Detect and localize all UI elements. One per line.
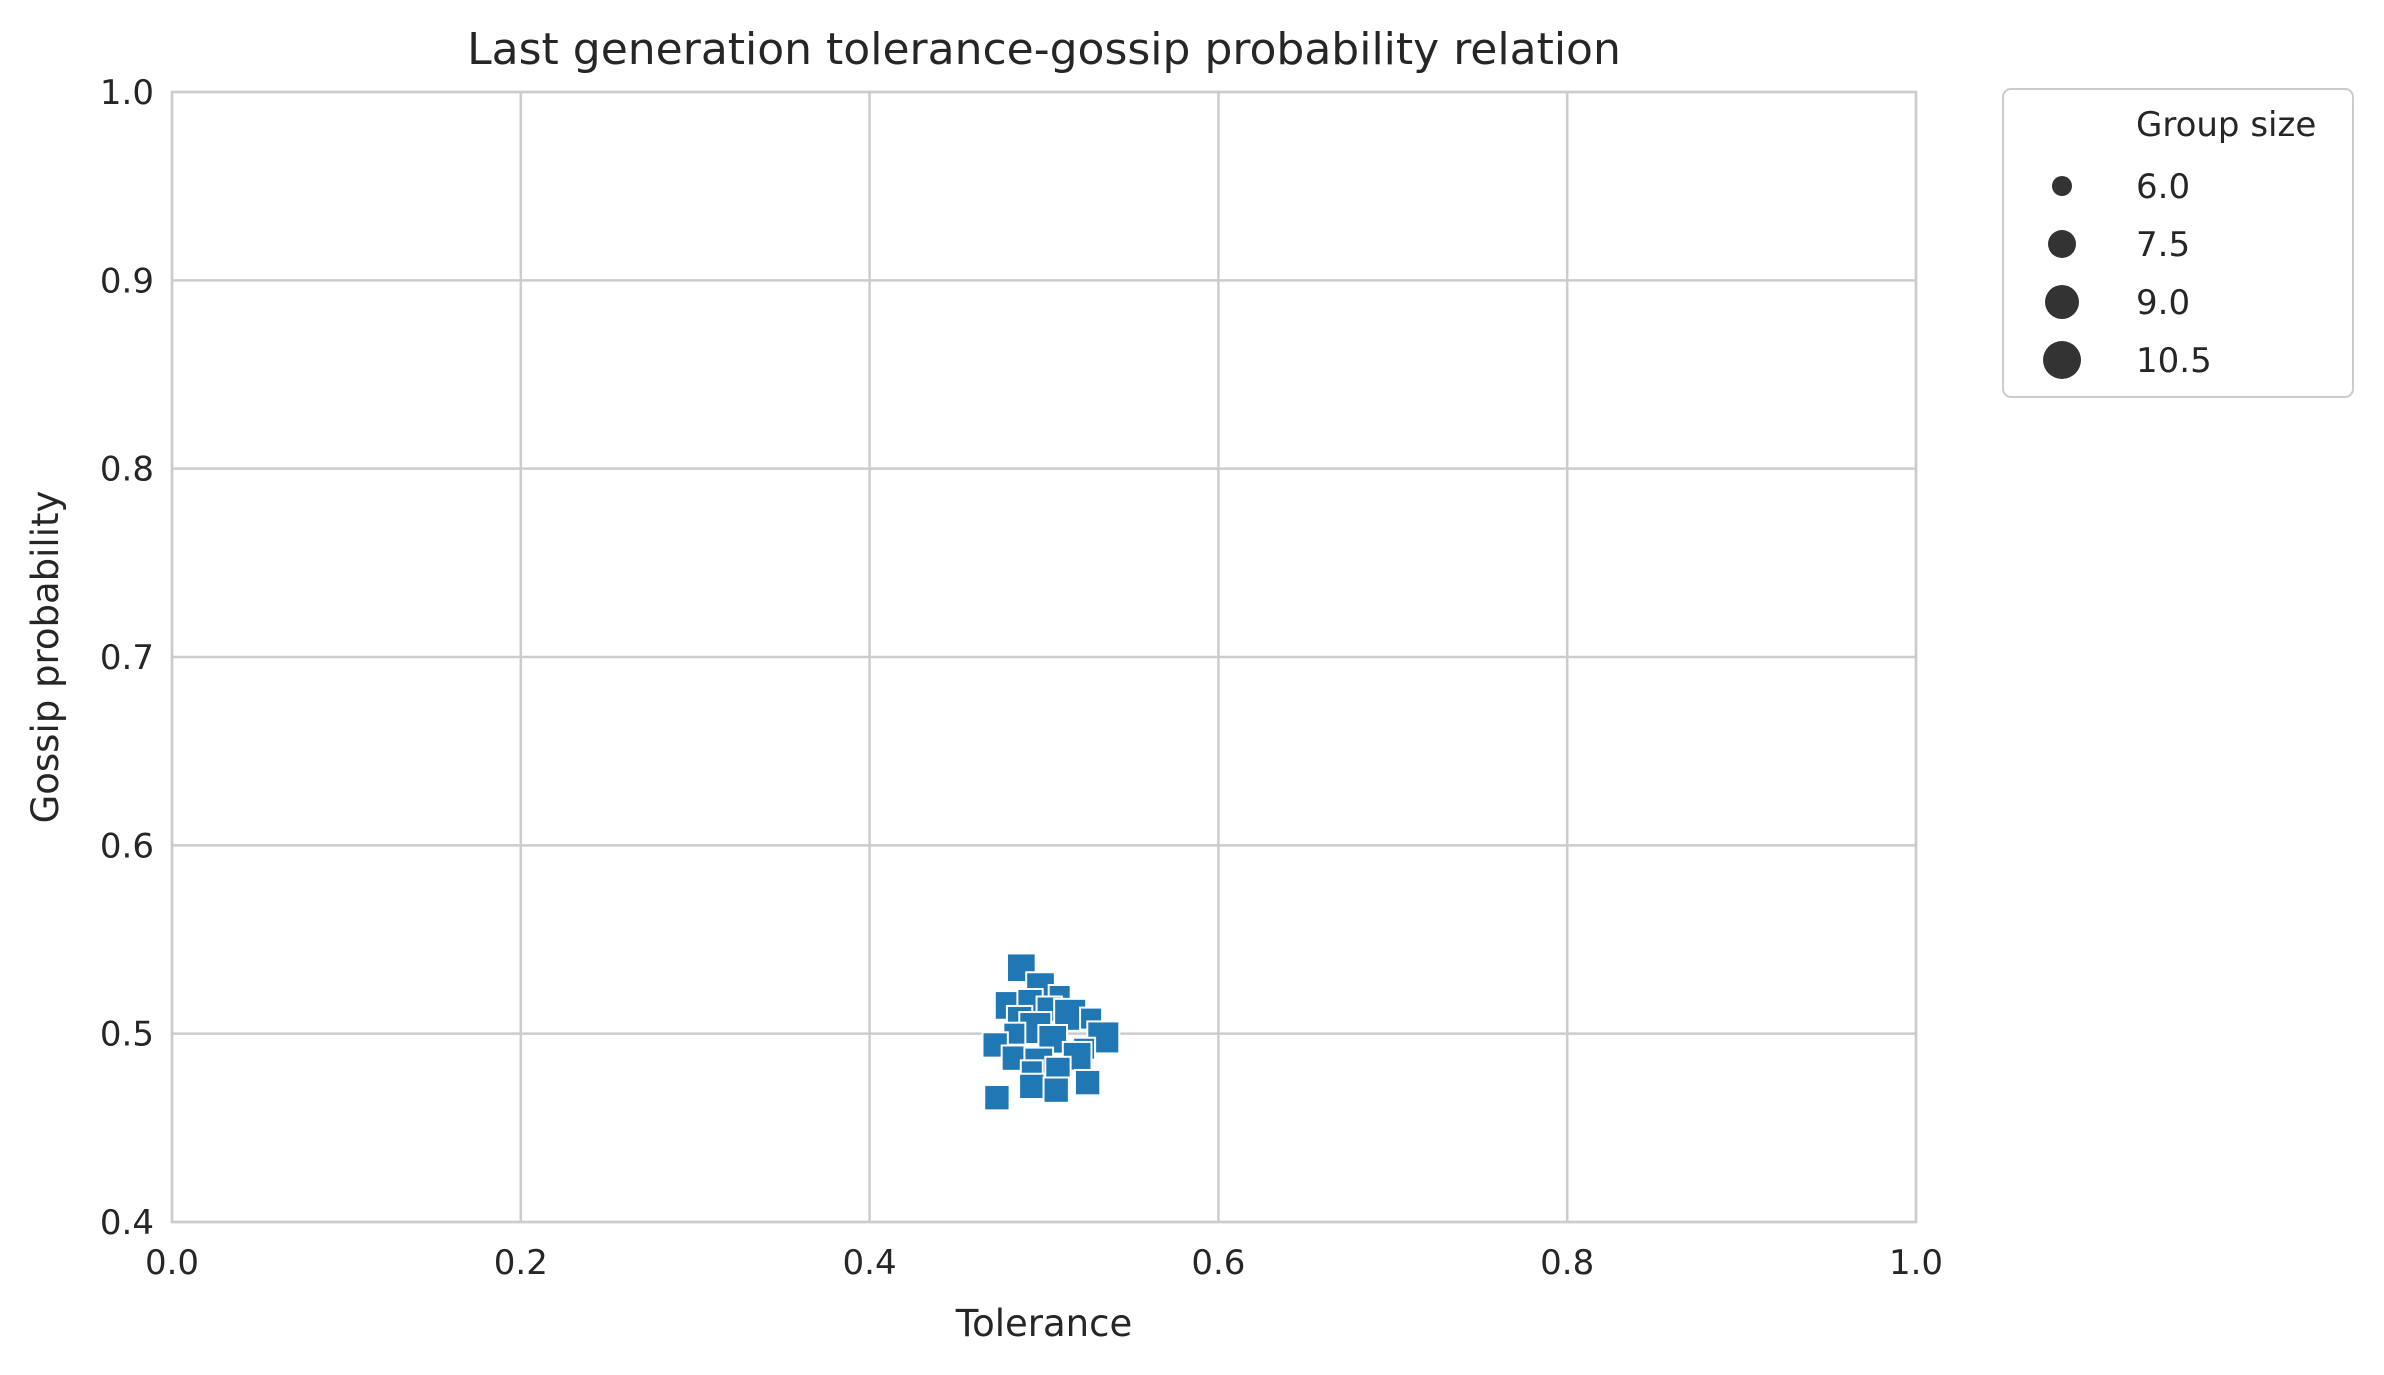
y-tick-labels: 0.4 0.5 0.6 0.7 0.8 0.9 1.0 — [100, 73, 154, 1243]
y-axis-label: Gossip probability — [24, 491, 67, 824]
legend-entry-label: 10.5 — [2136, 341, 2212, 381]
plot-frame — [170, 90, 1918, 1224]
legend-entries: 6.0 7.5 9.0 10.5 — [2043, 167, 2212, 381]
legend-entry-label: 6.0 — [2136, 167, 2190, 207]
y-tick-label: 1.0 — [100, 73, 154, 113]
data-point — [1042, 1076, 1070, 1104]
x-tick-label: 0.4 — [843, 1243, 897, 1283]
y-tick-label: 0.9 — [100, 261, 154, 301]
y-tick-label: 0.8 — [100, 450, 154, 490]
x-tick-label: 0.8 — [1540, 1243, 1594, 1283]
x-tick-label: 0.2 — [494, 1243, 548, 1283]
x-tick-labels: 0.0 0.2 0.4 0.6 0.8 1.0 — [145, 1243, 1943, 1283]
legend-title: Group size — [2136, 105, 2316, 145]
x-axis-label: Tolerance — [955, 1302, 1132, 1345]
legend-marker — [2043, 341, 2081, 379]
legend-entry-label: 7.5 — [2136, 225, 2190, 265]
data-point — [983, 1084, 1011, 1112]
y-tick-label: 0.4 — [100, 1203, 154, 1243]
x-tick-label: 1.0 — [1889, 1243, 1943, 1283]
data-points — [981, 952, 1121, 1112]
y-tick-label: 0.7 — [100, 638, 154, 678]
y-tick-label: 0.5 — [100, 1015, 154, 1055]
x-tick-label: 0.6 — [1191, 1243, 1245, 1283]
data-point — [1005, 952, 1037, 984]
legend: Group size 6.0 7.5 9.0 10.5 — [2002, 88, 2354, 398]
legend-marker — [2048, 230, 2076, 258]
chart-title: Last generation tolerance-gossip probabi… — [467, 24, 1621, 75]
data-point — [1018, 1072, 1046, 1101]
data-point — [1073, 1068, 1102, 1097]
x-tick-label: 0.0 — [145, 1243, 199, 1283]
y-tick-label: 0.6 — [100, 826, 154, 866]
legend-marker — [2045, 285, 2079, 319]
legend-box — [2002, 88, 2354, 398]
legend-entry-label: 9.0 — [2136, 283, 2190, 323]
legend-marker — [2052, 176, 2072, 196]
